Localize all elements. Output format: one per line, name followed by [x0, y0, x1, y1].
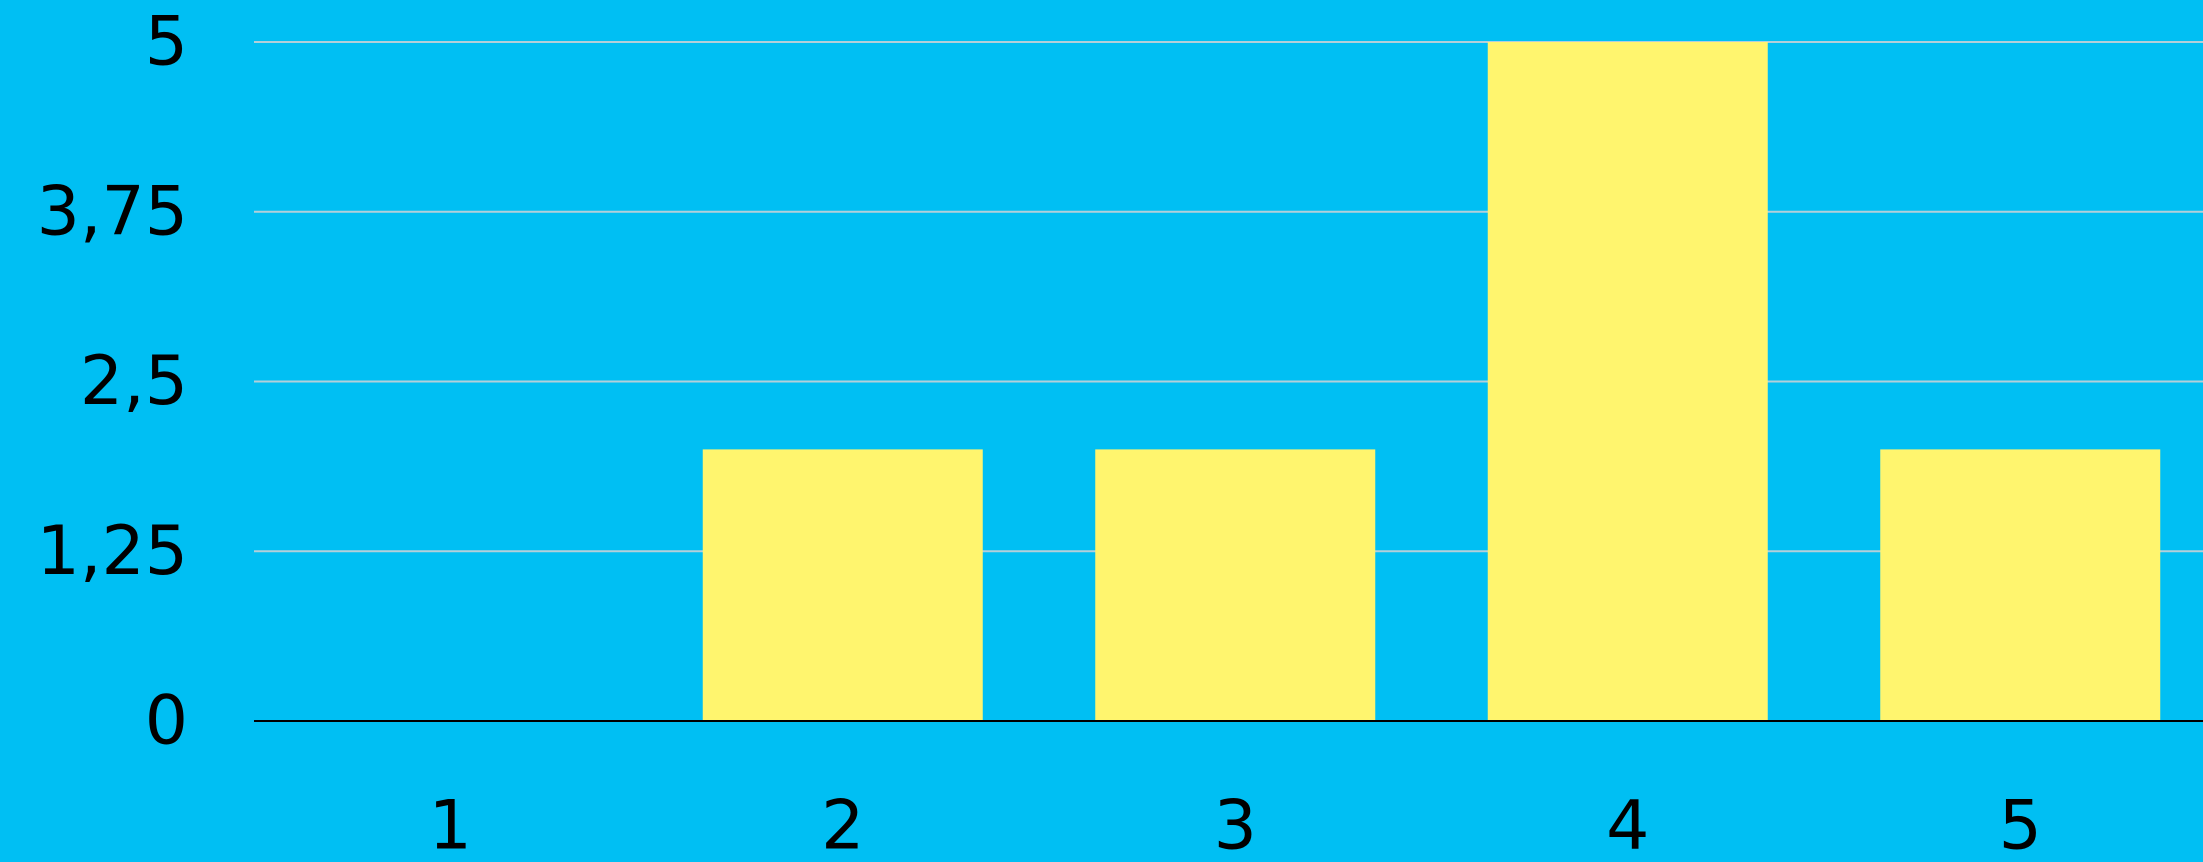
y-tick-label: 0: [145, 682, 188, 761]
y-tick-labels: 0 1,25 2,5 3,75 5: [37, 3, 188, 761]
bars: [702, 42, 2161, 721]
bar-2: [702, 449, 983, 721]
bar-5: [1880, 449, 2161, 721]
x-tick-labels: 1 2 3 4 5: [429, 787, 2042, 862]
y-tick-label: 2,5: [80, 342, 188, 421]
x-tick-label: 4: [1606, 787, 1649, 862]
x-tick-label: 2: [821, 787, 864, 862]
y-tick-label: 3,75: [37, 172, 188, 251]
bar-4: [1487, 42, 1768, 721]
y-tick-label: 1,25: [37, 512, 188, 591]
x-tick-label: 3: [1214, 787, 1257, 862]
y-tick-label: 5: [145, 3, 188, 82]
bar-3: [1095, 449, 1376, 721]
x-tick-label: 1: [429, 787, 472, 862]
x-tick-label: 5: [1999, 787, 2042, 862]
